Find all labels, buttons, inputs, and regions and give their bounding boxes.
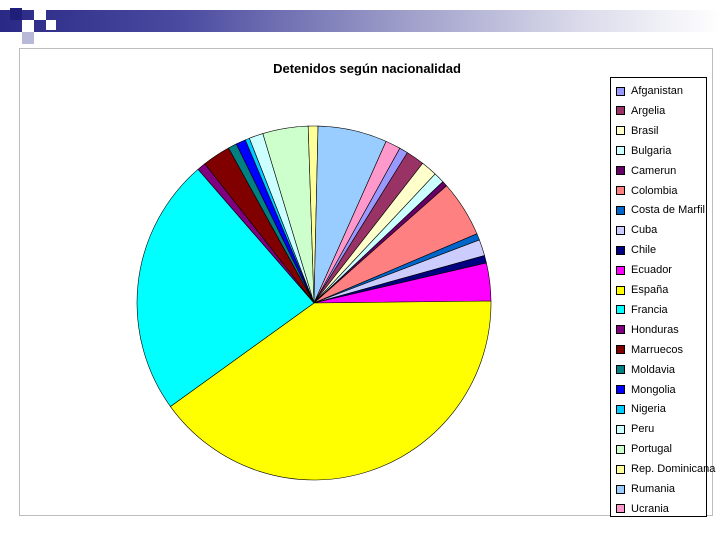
legend-item: Nigeria <box>616 402 666 416</box>
legend-item: Francia <box>616 303 668 317</box>
legend-swatch <box>616 166 625 176</box>
legend-label: Rep. Dominicana <box>631 463 716 476</box>
pie-slice-francia <box>136 168 315 407</box>
legend-item: Marruecos <box>616 343 683 357</box>
legend-label: Costa de Marfil <box>631 204 705 217</box>
legend-swatch <box>616 444 625 454</box>
decor-square <box>22 20 34 32</box>
legend-swatch <box>616 285 625 295</box>
legend-label: Ecuador <box>631 264 672 277</box>
legend-item: Argelia <box>616 104 665 118</box>
legend-label: Argelia <box>631 104 666 117</box>
legend-item: Rumania <box>616 482 675 496</box>
pie-slice-ucrania <box>313 140 401 304</box>
legend-swatch <box>616 265 625 275</box>
legend-item: Rep. Dominicana <box>616 462 715 476</box>
legend-swatch <box>616 205 625 215</box>
legend-label: Camerun <box>631 164 677 177</box>
legend-label: Honduras <box>631 323 679 336</box>
legend-label: España <box>631 284 669 296</box>
legend-label: Rumania <box>631 483 676 495</box>
legend-swatch <box>616 86 625 96</box>
pie-slice-españa <box>170 300 492 481</box>
legend-swatch <box>616 484 625 494</box>
legend-label: Ucrania <box>631 502 669 515</box>
decor-square <box>10 32 22 44</box>
decor-square <box>46 20 56 30</box>
legend-swatch <box>616 186 625 195</box>
decor-square <box>34 8 46 20</box>
legend-swatch <box>616 404 625 414</box>
legend-item: Costa de Marfil <box>616 203 705 217</box>
legend-swatch <box>616 464 625 474</box>
legend-item: Portugal <box>616 442 672 456</box>
legend-swatch <box>616 365 625 375</box>
legend-label: Francia <box>631 303 668 316</box>
legend-item: Camerun <box>616 164 676 178</box>
legend-label: Chile <box>631 244 657 257</box>
legend-swatch <box>616 424 625 434</box>
legend-item: Ucrania <box>616 502 669 516</box>
legend-swatch <box>616 385 625 394</box>
legend-item: Moldavia <box>616 363 675 377</box>
legend-swatch <box>616 106 625 116</box>
legend-label: Afganistan <box>631 85 683 97</box>
legend-swatch <box>616 345 625 355</box>
legend-label: Mongolia <box>631 383 676 396</box>
legend-label: Portugal <box>631 443 672 456</box>
legend-item: Cuba <box>616 223 657 237</box>
decor-square <box>22 32 34 44</box>
legend-item: Afganistan <box>616 84 683 98</box>
chart-area: Detenidos según nacionalidad Afganistan A… <box>19 48 715 517</box>
legend-label: Brasil <box>631 124 659 137</box>
legend-label: Bulgaria <box>631 144 672 157</box>
legend-item: España <box>616 283 668 297</box>
legend-swatch <box>616 245 625 255</box>
legend-item: Bulgaria <box>616 144 671 158</box>
legend-swatch <box>616 126 625 136</box>
legend-item: Brasil <box>616 124 659 138</box>
legend-label: Cuba <box>631 224 658 237</box>
legend-label: Nigeria <box>631 403 666 416</box>
header-band <box>0 10 720 32</box>
legend-item: Chile <box>616 243 656 257</box>
legend-item: Colombia <box>616 184 677 198</box>
legend-item: Honduras <box>616 323 679 337</box>
decor-square <box>10 8 22 20</box>
legend-label: Moldavia <box>631 363 676 376</box>
pie-chart <box>136 125 492 481</box>
legend-label: Colombia <box>631 184 678 197</box>
legend-swatch <box>616 305 625 315</box>
legend-swatch <box>616 504 625 514</box>
legend-item: Mongolia <box>616 383 676 397</box>
chart-legend: Afganistan Argelia Brasil Bulgaria Camerun Co… <box>610 77 715 517</box>
legend-label: Peru <box>631 423 655 436</box>
chart-title: Detenidos según nacionalidad <box>273 61 461 76</box>
legend-item: Ecuador <box>616 263 672 277</box>
legend-swatch <box>616 146 625 156</box>
legend-label: Marruecos <box>631 343 683 356</box>
legend-swatch <box>616 325 625 335</box>
legend-swatch <box>616 225 625 235</box>
legend-item: Peru <box>616 422 654 436</box>
